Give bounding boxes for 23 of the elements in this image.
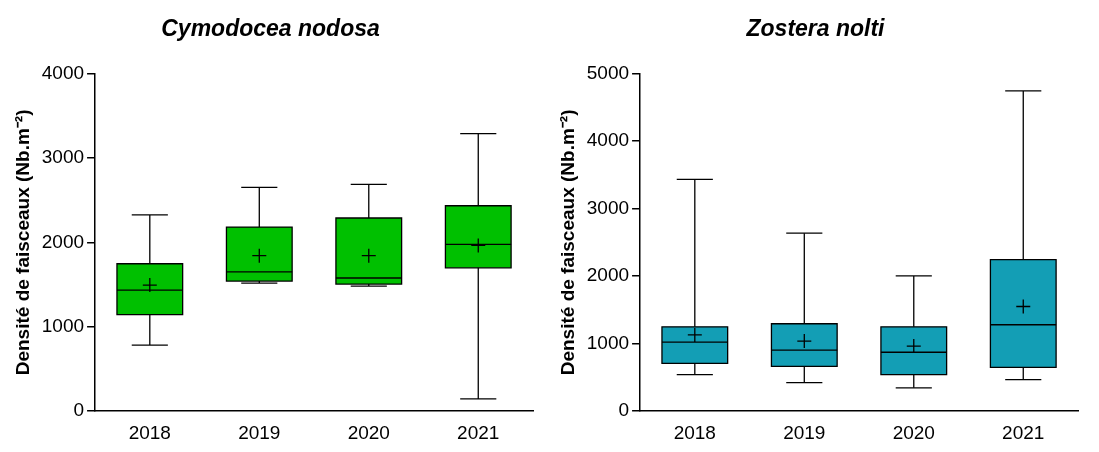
x-tick-label: 2021 [457, 421, 500, 443]
chart-title: Cymodocea nodosa [161, 15, 380, 42]
chart-title: Zostera nolti [745, 15, 886, 42]
x-tick-label: 2019 [783, 421, 826, 443]
y-tick-label: 3000 [41, 146, 85, 168]
y-axis-title: Densité de faisceaux (Nb.m⁻²) [556, 109, 578, 376]
x-tick-label: 2018 [673, 421, 716, 443]
y-tick-label: 4000 [586, 129, 630, 151]
x-tick-label: 2019 [238, 421, 281, 443]
x-tick-label: 2021 [1002, 421, 1045, 443]
y-tick-label: 1000 [41, 315, 85, 337]
y-tick-label: 5000 [586, 61, 630, 83]
y-tick-label: 0 [73, 399, 85, 421]
x-tick-label: 2020 [347, 421, 390, 443]
x-tick-label: 2020 [892, 421, 935, 443]
y-tick-label: 2000 [586, 264, 630, 286]
y-axis-title: Densité de faisceaux (Nb.m⁻²) [11, 109, 33, 376]
x-tick-label: 2018 [128, 421, 171, 443]
y-tick-label: 2000 [41, 230, 85, 252]
y-tick-label: 4000 [41, 61, 85, 83]
y-tick-label: 0 [618, 399, 630, 421]
y-tick-label: 1000 [586, 331, 630, 353]
y-tick-label: 3000 [586, 196, 630, 218]
